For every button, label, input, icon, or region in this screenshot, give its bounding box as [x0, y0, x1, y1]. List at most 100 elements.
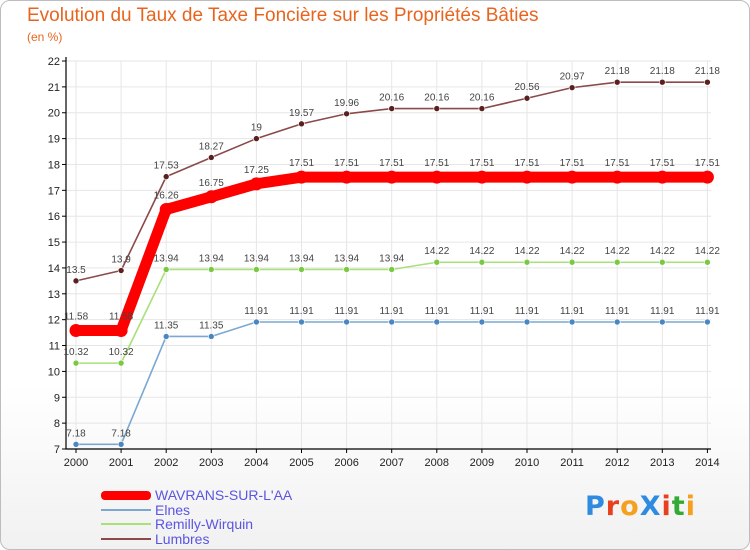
logo-letter: i — [661, 491, 672, 522]
data-label: 17.25 — [244, 165, 269, 176]
data-point — [117, 359, 125, 367]
data-point — [298, 120, 305, 128]
data-label: 13.94 — [334, 253, 359, 264]
data-point — [475, 170, 489, 184]
logo-letter: i — [685, 491, 696, 522]
series-layer — [69, 78, 714, 448]
data-label: 7.18 — [111, 428, 131, 439]
data-point — [565, 170, 579, 184]
data-label: 11.91 — [650, 306, 675, 317]
x-tick-label: 2002 — [154, 457, 178, 469]
chart-subtitle: (en %) — [27, 30, 63, 44]
data-point — [162, 333, 170, 340]
data-point — [253, 266, 260, 273]
y-tick-label: 19 — [48, 134, 60, 146]
data-point — [568, 84, 576, 91]
data-point — [117, 267, 125, 274]
data-label: 11.91 — [244, 306, 269, 317]
x-tick-label: 2009 — [470, 457, 494, 469]
data-point — [704, 318, 711, 326]
data-label-layer: 11.58 11.58 16.26 16.75 17.25 17.51 17.51 17.51… — [63, 66, 720, 439]
y-tick-label: 12 — [48, 315, 60, 327]
data-label: 17.51 — [379, 158, 404, 169]
data-label: 20.97 — [560, 72, 585, 83]
data-point — [704, 78, 711, 86]
data-point — [69, 324, 83, 338]
data-point — [523, 258, 531, 266]
x-tick-label: 2008 — [425, 457, 449, 469]
data-label: 21.18 — [605, 66, 630, 77]
logo-letter: o — [620, 491, 640, 522]
data-label: 14.22 — [650, 246, 675, 257]
data-label: 11.91 — [380, 306, 405, 317]
data-point — [704, 258, 711, 266]
data-label: 17.51 — [289, 158, 314, 169]
legend-swatch-remilly — [101, 523, 151, 525]
y-tick-label: 11 — [49, 341, 60, 353]
data-label: 17.51 — [469, 158, 494, 169]
data-label: 19.96 — [334, 98, 359, 109]
data-label: 16.26 — [154, 190, 179, 201]
data-point — [117, 441, 125, 448]
data-label: 11.35 — [199, 320, 224, 331]
data-point — [430, 170, 444, 184]
data-point — [658, 258, 666, 266]
data-label: 17.51 — [334, 158, 359, 169]
data-point — [433, 258, 441, 266]
data-point — [700, 170, 714, 184]
data-point — [433, 105, 441, 112]
data-point — [520, 170, 534, 184]
data-label: 13.5 — [66, 265, 86, 276]
data-label: 11.91 — [605, 306, 630, 317]
x-tick-label: 2011 — [560, 457, 584, 469]
data-label: 11.91 — [695, 306, 720, 317]
data-label: 17.53 — [154, 161, 179, 172]
data-label: 11.91 — [425, 306, 450, 317]
y-tick-label: 16 — [48, 211, 60, 223]
data-label: 13.94 — [379, 253, 404, 264]
data-label: 20.16 — [469, 93, 494, 104]
data-point — [159, 202, 173, 216]
y-tick-label: 7 — [54, 444, 60, 456]
data-point — [249, 177, 263, 191]
legend-swatch-wavrans — [101, 490, 151, 500]
data-point — [298, 266, 305, 273]
data-point — [253, 135, 260, 142]
legend-swatch-elnes — [101, 509, 151, 511]
y-tick-label: 18 — [48, 159, 60, 171]
data-label: 17.51 — [514, 158, 539, 169]
y-tick-label: 17 — [48, 185, 60, 197]
data-label: 14.22 — [469, 246, 494, 257]
data-label: 20.16 — [424, 93, 449, 104]
data-label: 11.58 — [109, 312, 134, 323]
data-point — [568, 258, 576, 266]
data-label: 19.57 — [289, 108, 314, 119]
data-point — [72, 277, 80, 285]
data-point — [613, 258, 621, 266]
legend-label-remilly: Remilly-Wirquin — [155, 516, 254, 532]
data-label: 11.91 — [470, 306, 495, 317]
legend-label-lumbres: Lumbres — [155, 531, 210, 547]
data-point — [385, 170, 399, 184]
y-tick-label: 8 — [54, 418, 60, 430]
x-tick-label: 2010 — [515, 457, 539, 469]
data-point — [478, 105, 486, 112]
data-label: 14.22 — [514, 246, 539, 257]
data-point — [72, 359, 80, 367]
x-tick-label: 2013 — [650, 457, 674, 469]
data-label: 14.22 — [695, 246, 720, 257]
legend-item-wavrans: WAVRANS-SUR-L'AA — [101, 488, 292, 502]
proxiti-logo: ProXiti — [585, 491, 696, 522]
legend-swatch-lumbres — [101, 538, 151, 540]
data-label: 17.51 — [424, 158, 449, 169]
legend-item-remilly: Remilly-Wirquin — [101, 517, 253, 531]
data-point — [208, 154, 215, 161]
data-label: 14.22 — [560, 246, 585, 257]
data-point — [162, 266, 170, 273]
y-tick-label: 20 — [48, 108, 60, 120]
y-tick-label: 22 — [48, 56, 60, 68]
data-label: 21.18 — [695, 66, 720, 77]
logo-letter: t — [671, 491, 686, 522]
data-point — [298, 318, 305, 326]
